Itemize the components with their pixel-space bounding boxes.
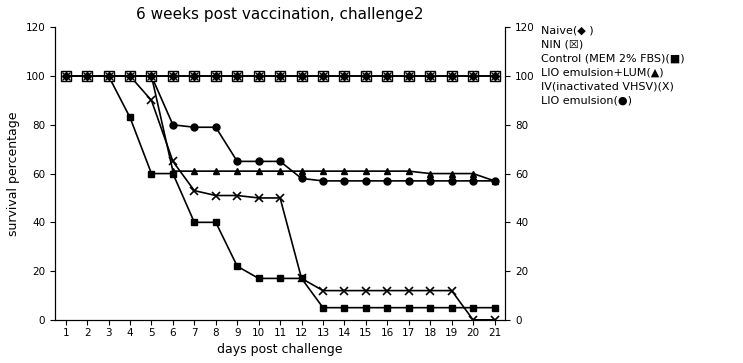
Title: 6 weeks post vaccination, challenge2: 6 weeks post vaccination, challenge2 [137, 7, 424, 22]
X-axis label: days post challenge: days post challenge [218, 343, 343, 356]
Legend: Naive(◆ ), NIN (☒), Control (MEM 2% FBS)(■), LIO emulsion+LUM(▲), IV(inactivated: Naive(◆ ), NIN (☒), Control (MEM 2% FBS)… [536, 21, 690, 110]
Y-axis label: survival percentage: survival percentage [7, 111, 20, 236]
